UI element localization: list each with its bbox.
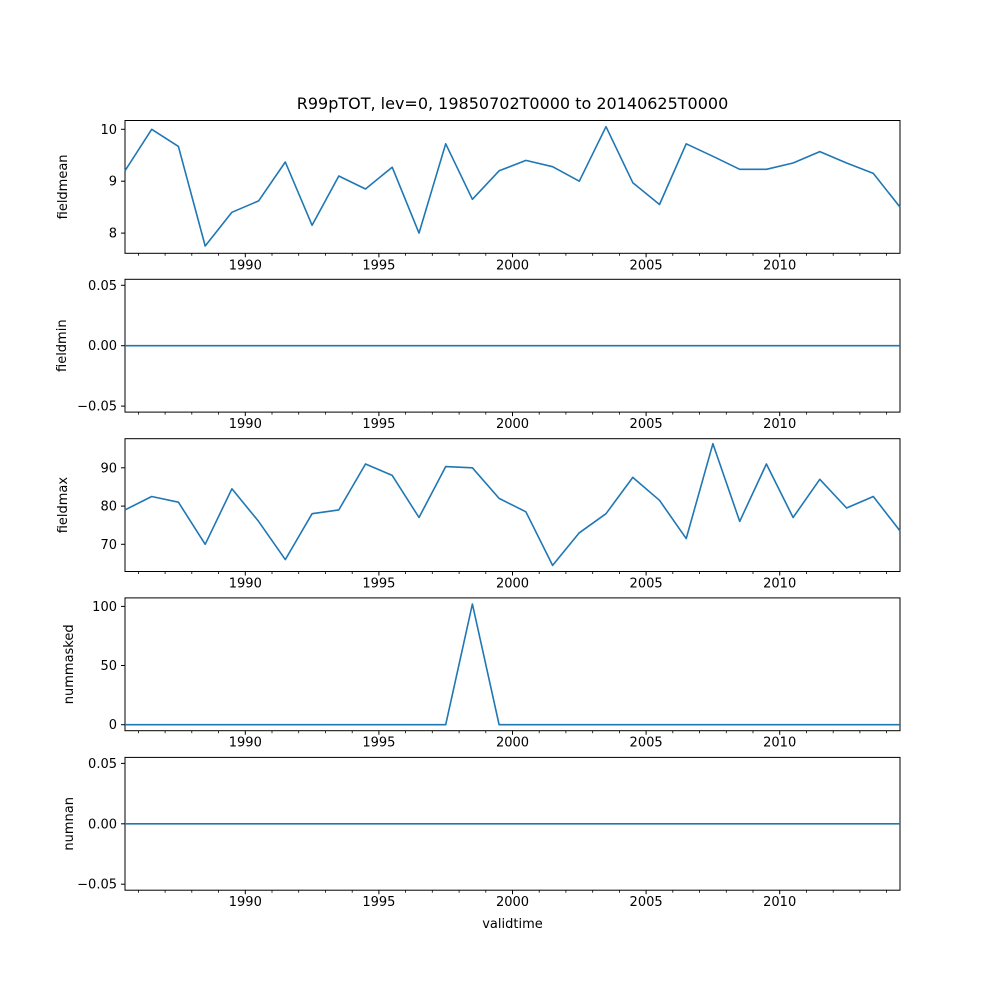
x-tick-label: 2005 xyxy=(630,258,663,273)
subplot-fieldmin: 1990 1995 2000 2005 2010 −0.05 0.00 0.05 fieldmi… xyxy=(55,278,901,432)
x-tick-label: 2010 xyxy=(763,417,796,432)
y-axis-label-fieldmin: fieldmin xyxy=(55,319,70,372)
y-tick-label: 0.00 xyxy=(88,817,117,832)
x-axis-ticks: 1990 1995 2000 2005 2010 xyxy=(137,571,887,592)
x-tick-label: 2010 xyxy=(763,577,796,592)
x-tick-label: 1995 xyxy=(362,736,395,751)
line-fieldmax xyxy=(124,442,901,567)
y-axis-ticks: −0.05 0.00 0.05 xyxy=(77,757,125,893)
y-axis-ticks: 70 80 90 xyxy=(100,461,125,553)
x-tick-label: 1995 xyxy=(362,258,395,273)
y-axis-label-fieldmax: fieldmax xyxy=(56,477,71,534)
x-tick-label: 1995 xyxy=(362,417,395,432)
axes-frame xyxy=(124,120,901,254)
y-axis-ticks: 0 50 100 xyxy=(92,600,125,733)
x-tick-label: 1995 xyxy=(362,895,395,910)
line-nummasked xyxy=(125,603,900,726)
figure-title: R99pTOT, lev=0, 19850702T0000 to 2014062… xyxy=(296,94,729,113)
x-tick-label: 1990 xyxy=(229,736,262,751)
y-tick-label: 0.05 xyxy=(88,279,117,294)
x-tick-label: 2010 xyxy=(763,736,796,751)
y-tick-label: 10 xyxy=(100,123,117,138)
y-tick-label: 0 xyxy=(109,718,117,733)
y-tick-label: 80 xyxy=(100,500,117,515)
y-tick-label: −0.05 xyxy=(77,400,117,415)
x-tick-label: 2000 xyxy=(496,736,529,751)
y-axis-ticks: 8 9 10 xyxy=(100,123,125,242)
y-tick-label: 70 xyxy=(100,538,117,553)
x-tick-label: 2005 xyxy=(630,577,663,592)
x-tick-label: 2000 xyxy=(496,258,529,273)
x-tick-label: 1990 xyxy=(229,895,262,910)
y-axis-label-nummasked: nummasked xyxy=(62,624,77,704)
x-axis-label: validtime xyxy=(482,917,543,932)
y-tick-label: 100 xyxy=(92,600,117,615)
x-tick-label: 2000 xyxy=(496,417,529,432)
x-axis-ticks: 1990 1995 2000 2005 2010 xyxy=(137,730,887,751)
y-tick-label: 0.00 xyxy=(88,339,117,354)
line-fieldmean xyxy=(124,125,901,247)
y-tick-label: 0.05 xyxy=(88,757,117,772)
y-tick-label: −0.05 xyxy=(77,878,117,893)
subplot-fieldmean: 1990 1995 2000 2005 2010 8 9 10 fieldmean xyxy=(56,120,901,273)
y-axis-label-fieldmean: fieldmean xyxy=(56,154,71,219)
subplot-nummasked: 1990 1995 2000 2005 2010 0 50 100 nummasked xyxy=(62,597,901,751)
x-tick-label: 2000 xyxy=(496,895,529,910)
axes-frame xyxy=(124,597,901,732)
x-tick-label: 2005 xyxy=(630,736,663,751)
y-tick-label: 9 xyxy=(109,175,117,190)
y-axis-ticks: −0.05 0.00 0.05 xyxy=(77,279,125,415)
x-axis-ticks: 1990 1995 2000 2005 2010 xyxy=(137,253,887,273)
x-tick-label: 2005 xyxy=(630,895,663,910)
y-tick-label: 90 xyxy=(100,461,117,476)
x-axis-ticks: 1990 1995 2000 2005 2010 xyxy=(137,890,887,910)
x-tick-label: 2000 xyxy=(496,577,529,592)
x-tick-label: 1995 xyxy=(362,577,395,592)
x-tick-label: 2005 xyxy=(630,417,663,432)
x-tick-label: 2010 xyxy=(763,258,796,273)
y-axis-label-numnan: numnan xyxy=(62,797,77,851)
subplot-fieldmax: 1990 1995 2000 2005 2010 70 80 90 fieldmax xyxy=(56,438,901,592)
x-tick-label: 2010 xyxy=(763,895,796,910)
x-axis-ticks: 1990 1995 2000 2005 2010 xyxy=(137,412,887,432)
y-tick-label: 8 xyxy=(109,227,117,242)
x-tick-label: 1990 xyxy=(229,417,262,432)
x-tick-label: 1990 xyxy=(229,258,262,273)
y-tick-label: 50 xyxy=(100,659,117,674)
x-tick-label: 1990 xyxy=(229,577,262,592)
subplot-numnan: 1990 1995 2000 2005 2010 −0.05 0.00 0.05 numnan xyxy=(62,756,901,910)
